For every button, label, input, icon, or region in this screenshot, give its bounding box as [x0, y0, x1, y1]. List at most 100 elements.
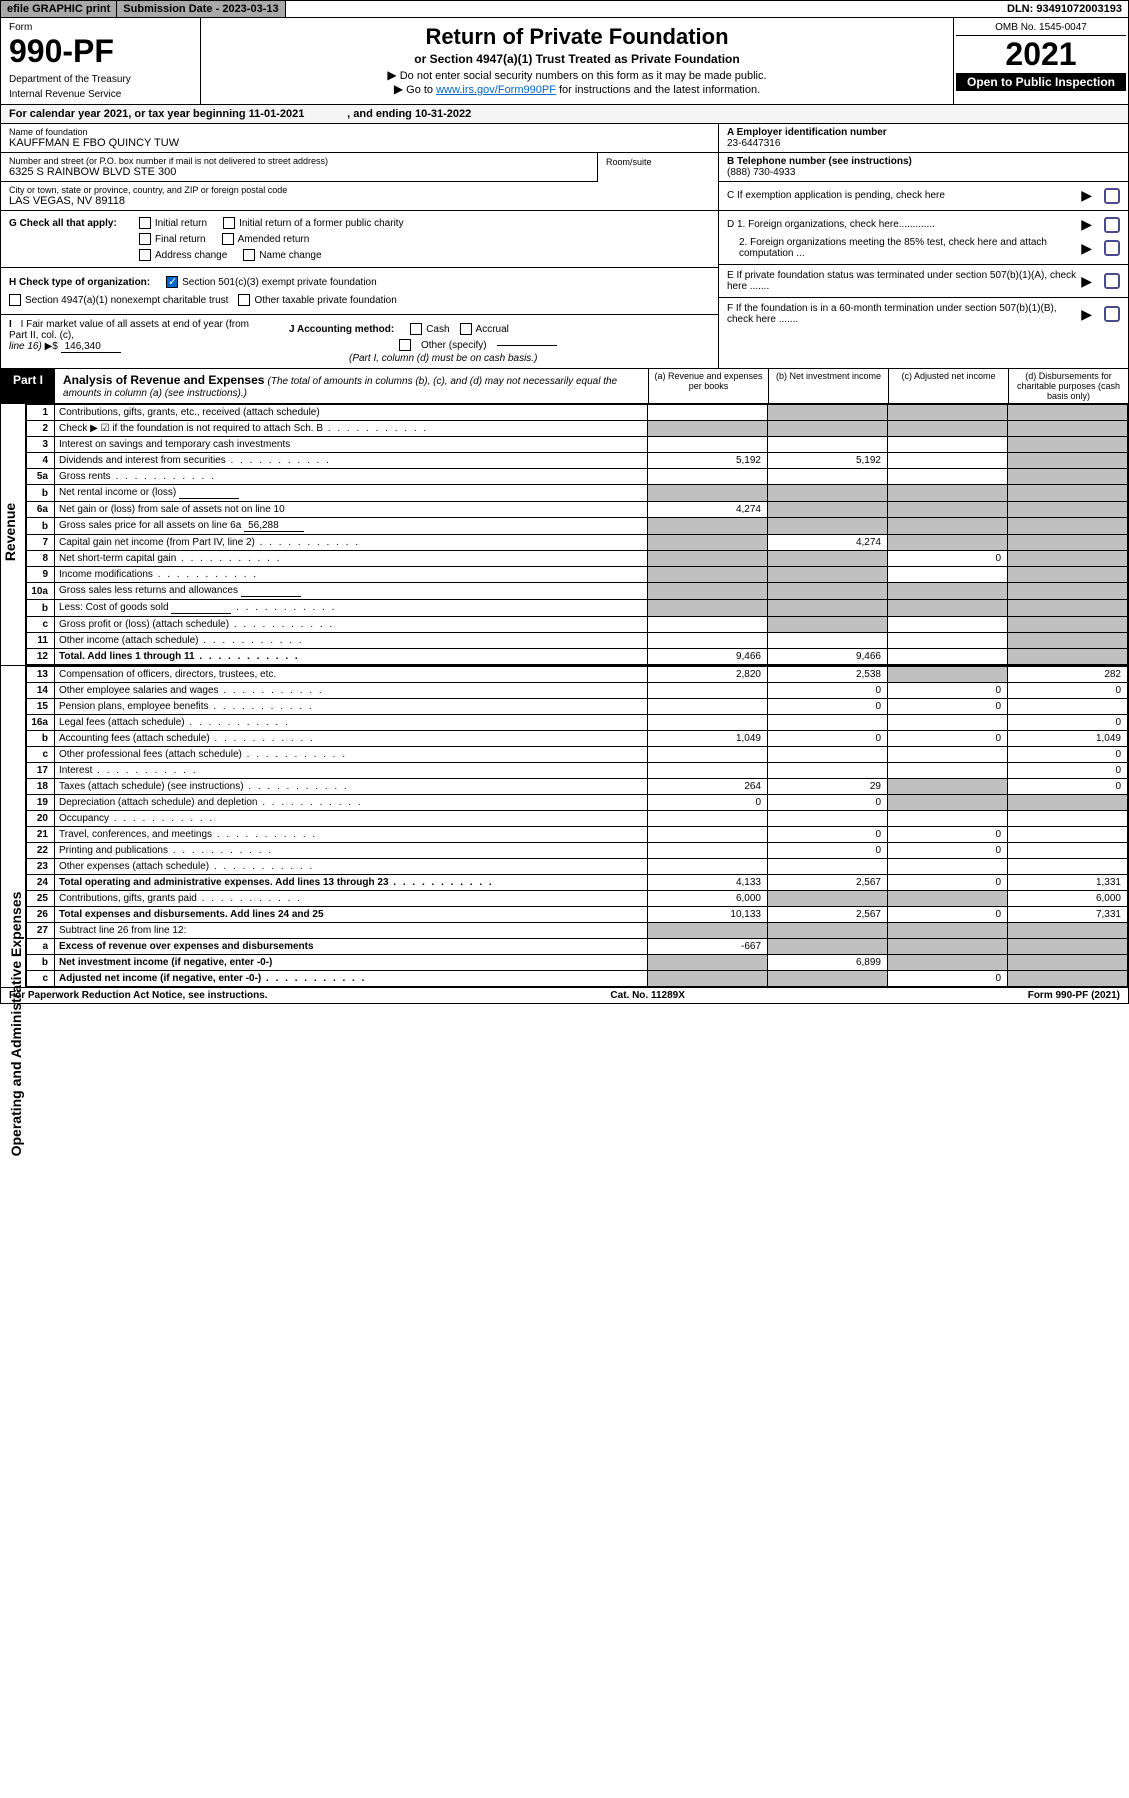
amount-cell	[648, 469, 768, 485]
amount-cell	[1008, 811, 1128, 827]
line-desc: Other employee salaries and wages	[55, 683, 648, 699]
j-accrual-checkbox[interactable]	[460, 323, 472, 335]
amount-cell	[1008, 405, 1128, 421]
amount-cell	[648, 518, 768, 535]
g-amended-checkbox[interactable]	[222, 233, 234, 245]
amount-cell: 0	[888, 731, 1008, 747]
amount-cell	[768, 971, 888, 987]
page-footer: For Paperwork Reduction Act Notice, see …	[0, 988, 1129, 1004]
h-other-checkbox[interactable]	[238, 294, 250, 306]
j-other-checkbox[interactable]	[399, 339, 411, 351]
form-number: 990-PF	[9, 33, 192, 70]
table-row: 26Total expenses and disbursements. Add …	[27, 907, 1128, 923]
amount-cell	[1008, 502, 1128, 518]
submission-date: Submission Date - 2023-03-13	[117, 1, 285, 17]
col-a-header: (a) Revenue and expenses per books	[648, 369, 768, 403]
g-final-return-checkbox[interactable]	[139, 233, 151, 245]
amount-cell: 1,331	[1008, 875, 1128, 891]
amount-cell	[1008, 699, 1128, 715]
room-suite-section: Room/suite	[598, 153, 718, 182]
amount-cell	[1008, 551, 1128, 567]
city-value: LAS VEGAS, NV 89118	[9, 195, 125, 207]
e-label: E If private foundation status was termi…	[727, 270, 1077, 292]
amount-cell	[648, 955, 768, 971]
dln-value: 93491072003193	[1036, 3, 1122, 15]
expenses-table: 13Compensation of officers, directors, t…	[26, 666, 1128, 987]
amount-cell: 6,000	[648, 891, 768, 907]
d2-label: 2. Foreign organizations meeting the 85%…	[739, 237, 1077, 259]
c-checkbox[interactable]	[1104, 188, 1120, 204]
line-number: 22	[27, 843, 55, 859]
amount-cell	[888, 811, 1008, 827]
amount-cell: 1,049	[648, 731, 768, 747]
line-number: 2	[27, 421, 55, 437]
address: 6325 S RAINBOW BLVD STE 300	[9, 166, 176, 178]
table-row: aExcess of revenue over expenses and dis…	[27, 939, 1128, 955]
amount-cell	[888, 763, 1008, 779]
line-desc: Other professional fees (attach schedule…	[55, 747, 648, 763]
g-initial-former-checkbox[interactable]	[223, 217, 235, 229]
line-desc: Contributions, gifts, grants paid	[55, 891, 648, 907]
amount-cell	[1008, 843, 1128, 859]
cal-end: 10-31-2022	[415, 108, 471, 120]
line-number: c	[27, 971, 55, 987]
line-desc: Gross profit or (loss) (attach schedule)	[55, 617, 648, 633]
amount-cell	[768, 939, 888, 955]
table-row: 12Total. Add lines 1 through 119,4669,46…	[27, 649, 1128, 665]
e-checkbox[interactable]	[1104, 273, 1120, 289]
instr1-text: Do not enter social security numbers on …	[400, 70, 767, 82]
irs-link[interactable]: www.irs.gov/Form990PF	[436, 84, 556, 96]
table-row: 21Travel, conferences, and meetings00	[27, 827, 1128, 843]
amount-cell: 0	[768, 699, 888, 715]
h-4947-checkbox[interactable]	[9, 294, 21, 306]
form-title: Return of Private Foundation	[207, 24, 947, 50]
g-address-change-checkbox[interactable]	[139, 249, 151, 261]
amount-cell	[648, 763, 768, 779]
amount-cell: 0	[888, 683, 1008, 699]
h-label: H Check type of organization:	[9, 277, 150, 288]
g-label: G Check all that apply:	[9, 218, 117, 229]
f-checkbox[interactable]	[1104, 306, 1120, 322]
line-number: 14	[27, 683, 55, 699]
line-desc: Total operating and administrative expen…	[55, 875, 648, 891]
amount-cell: 0	[768, 731, 888, 747]
h-opt-1: Section 501(c)(3) exempt private foundat…	[182, 277, 377, 288]
j-cash-checkbox[interactable]	[410, 323, 422, 335]
amount-cell	[888, 891, 1008, 907]
amount-cell	[648, 923, 768, 939]
g-section: G Check all that apply: Initial return I…	[1, 211, 718, 268]
efile-print-button[interactable]: efile GRAPHIC print	[1, 1, 117, 17]
table-row: bAccounting fees (attach schedule)1,0490…	[27, 731, 1128, 747]
table-row: bNet rental income or (loss)	[27, 485, 1128, 502]
table-row: 27Subtract line 26 from line 12:	[27, 923, 1128, 939]
g-initial-return-checkbox[interactable]	[139, 217, 151, 229]
amount-cell	[888, 617, 1008, 633]
j-other-label: Other (specify)	[421, 340, 487, 351]
amount-cell	[768, 811, 888, 827]
table-row: bGross sales price for all assets on lin…	[27, 518, 1128, 535]
line-number: 25	[27, 891, 55, 907]
amount-cell	[888, 939, 1008, 955]
h-501c3-checkbox[interactable]	[166, 276, 178, 288]
line-number: 17	[27, 763, 55, 779]
amount-cell	[768, 600, 888, 617]
line-desc: Other income (attach schedule)	[55, 633, 648, 649]
amount-cell	[648, 683, 768, 699]
d1-checkbox[interactable]	[1104, 217, 1120, 233]
amount-cell: 0	[1008, 763, 1128, 779]
table-row: 20Occupancy	[27, 811, 1128, 827]
amount-cell: 0	[1008, 779, 1128, 795]
amount-cell	[888, 667, 1008, 683]
line-number: 11	[27, 633, 55, 649]
amount-cell	[1008, 421, 1128, 437]
col-d-header: (d) Disbursements for charitable purpose…	[1008, 369, 1128, 403]
amount-cell	[768, 891, 888, 907]
g-name-change-checkbox[interactable]	[243, 249, 255, 261]
f-section: F If the foundation is in a 60-month ter…	[719, 298, 1128, 330]
line-number: b	[27, 955, 55, 971]
line-number: 13	[27, 667, 55, 683]
line-desc: Less: Cost of goods sold	[55, 600, 648, 617]
line-number: b	[27, 731, 55, 747]
g-opt-2: Final return	[155, 234, 206, 245]
d2-checkbox[interactable]	[1104, 240, 1120, 256]
